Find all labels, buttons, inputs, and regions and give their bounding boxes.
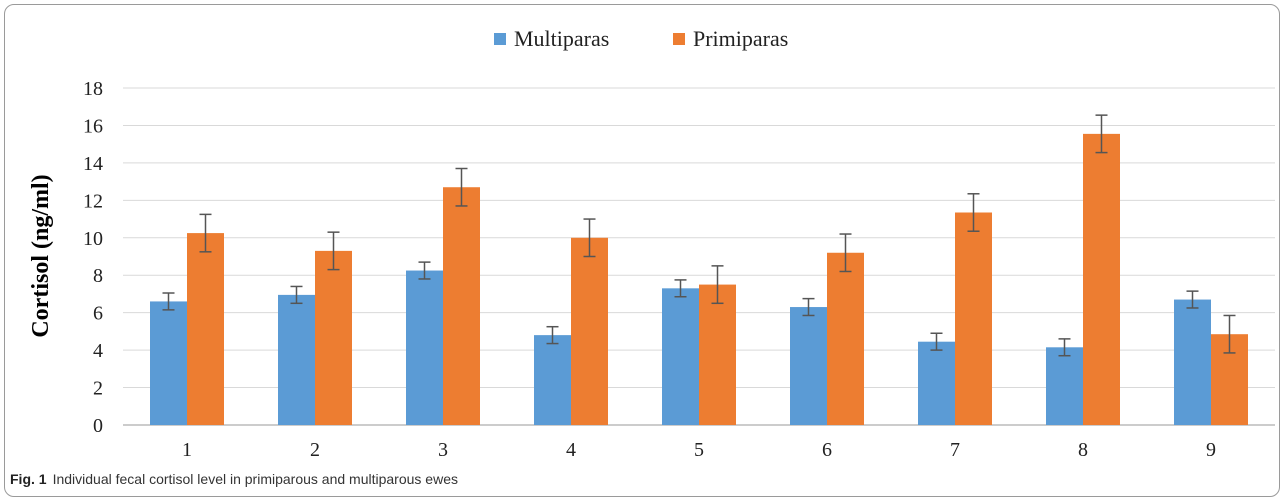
- figure-caption-label: Fig. 1: [10, 471, 47, 487]
- figure-caption-text: Individual fecal cortisol level in primi…: [52, 471, 458, 487]
- legend-swatch-primiparas: [673, 33, 685, 45]
- x-tick-label: 1: [182, 439, 192, 461]
- x-tick-label: 5: [694, 439, 704, 461]
- bars: [150, 133, 1248, 425]
- x-tick-label: 8: [1078, 439, 1088, 461]
- bar-multiparas: [1174, 299, 1211, 425]
- bar-multiparas: [918, 341, 955, 425]
- bar-multiparas: [406, 270, 443, 425]
- bar-multiparas: [1046, 347, 1083, 425]
- y-axis-label: Cortisol (ng/ml): [28, 174, 54, 337]
- bar-primiparas: [1083, 133, 1120, 425]
- bar-primiparas: [443, 187, 480, 425]
- x-tick-label: 2: [310, 439, 320, 461]
- x-tick-label: 7: [950, 439, 960, 461]
- figure-caption: Fig. 1 Individual fecal cortisol level in…: [10, 471, 458, 487]
- y-tick-label: 14: [83, 153, 103, 175]
- bar-primiparas: [955, 212, 992, 425]
- y-tick-labels: 0 2 4 6 8 10 12 14 16 18: [83, 78, 103, 437]
- bar-primiparas: [315, 250, 352, 425]
- y-tick-label: 8: [93, 265, 103, 287]
- y-tick-label: 12: [83, 190, 103, 212]
- legend-label-multiparas: Multiparas: [514, 26, 609, 51]
- x-tick-label: 3: [438, 439, 448, 461]
- legend: Multiparas Primiparas: [494, 26, 788, 51]
- y-tick-label: 4: [93, 340, 103, 362]
- y-tick-label: 10: [83, 228, 103, 250]
- x-tick-label: 4: [566, 439, 576, 461]
- bar-multiparas: [790, 307, 827, 425]
- bar-multiparas: [150, 301, 187, 425]
- error-bars: [162, 114, 1236, 357]
- y-tick-label: 16: [83, 115, 103, 137]
- y-tick-label: 2: [93, 378, 103, 400]
- x-tick-labels: 1 2 3 4 5 6 7 8 9: [182, 439, 1216, 461]
- bar-primiparas: [187, 233, 224, 425]
- x-tick-label: 9: [1206, 439, 1216, 461]
- y-tick-label: 6: [93, 303, 103, 325]
- bar-primiparas: [699, 284, 736, 425]
- y-tick-label: 0: [93, 415, 103, 437]
- x-tick-label: 6: [822, 439, 832, 461]
- y-tick-label: 18: [83, 78, 103, 100]
- bar-multiparas: [278, 294, 315, 425]
- bar-multiparas: [534, 335, 571, 425]
- legend-swatch-multiparas: [494, 33, 506, 45]
- legend-label-primiparas: Primiparas: [693, 26, 788, 51]
- bar-multiparas: [662, 288, 699, 425]
- bar-primiparas: [827, 252, 864, 425]
- bar-primiparas: [571, 237, 608, 425]
